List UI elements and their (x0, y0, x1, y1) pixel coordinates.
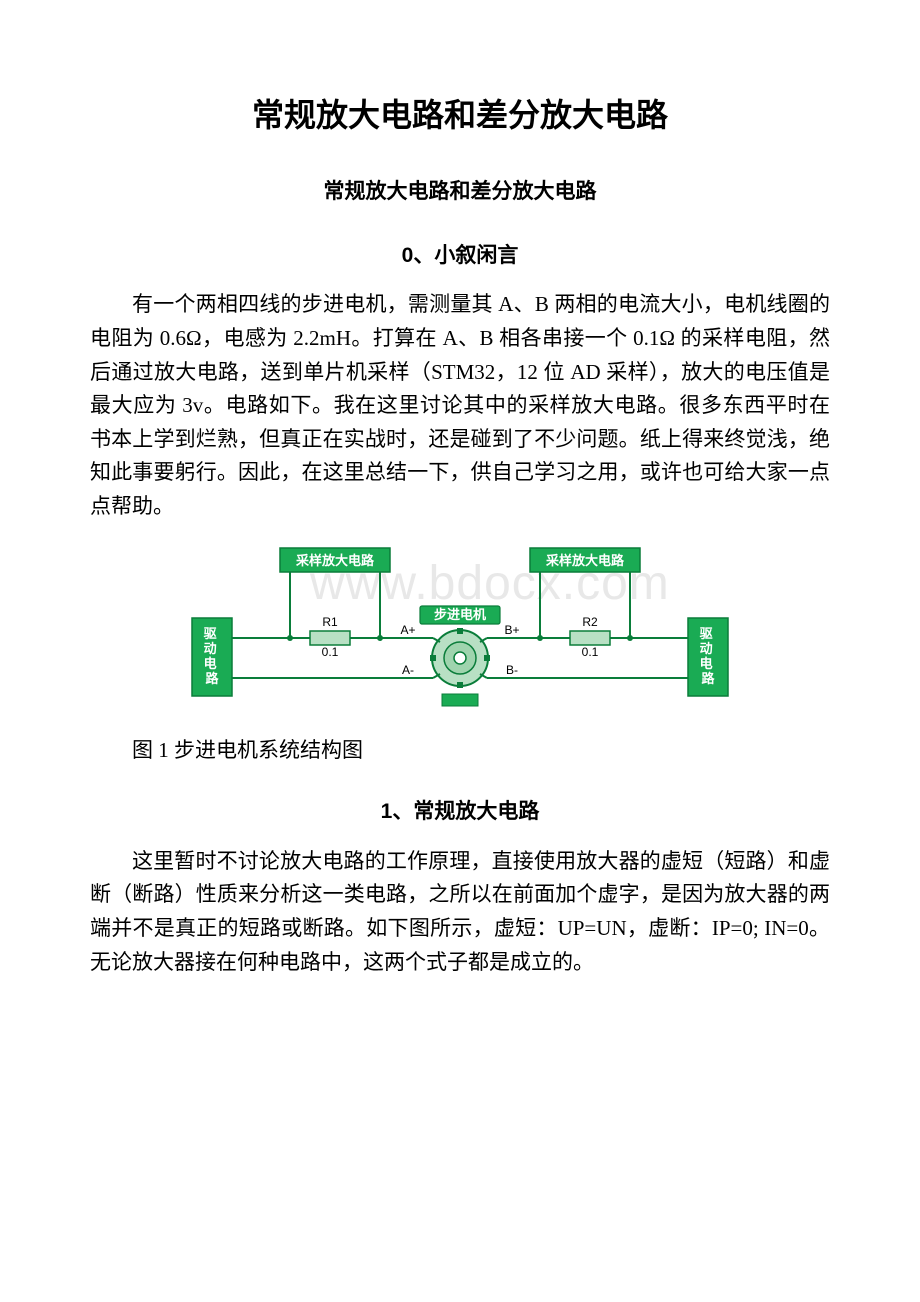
drive-left-label: 驱 动 电 路 (204, 626, 221, 686)
page-title: 常规放大电路和差分放大电路 (90, 90, 830, 141)
r1-label: R1 (322, 615, 338, 629)
r2-value: 0.1 (582, 645, 599, 659)
a-plus-label: A+ (400, 623, 415, 637)
figure-1-caption: 图 1 步进电机系统结构图 (90, 734, 830, 768)
amp-right-label: 采样放大电路 (545, 553, 625, 568)
motor-base-tag (442, 694, 478, 706)
stepper-motor-diagram: 驱 动 电 路 驱 动 电 路 采样放大电路 采样放大电路 (190, 538, 730, 728)
a-minus-label: A- (402, 663, 414, 677)
resistor-r1 (310, 631, 350, 645)
section1-paragraph: 这里暂时不讨论放大电路的工作原理，直接使用放大器的虚短（短路）和虚断（断路）性质… (90, 845, 830, 979)
amp-left-label: 采样放大电路 (295, 553, 375, 568)
b-plus-label: B+ (504, 623, 519, 637)
resistor-r2 (570, 631, 610, 645)
motor-label: 步进电机 (434, 607, 486, 622)
r2-label: R2 (582, 615, 598, 629)
drive-right-label: 驱 动 电 路 (700, 626, 717, 686)
subtitle: 常规放大电路和差分放大电路 (90, 175, 830, 209)
section0-heading: 0、小叙闲言 (90, 239, 830, 273)
section0-paragraph: 有一个两相四线的步进电机，需测量其 A、B 两相的电流大小，电机线圈的电阻为 0… (90, 288, 830, 523)
figure-1: www.bdocx.com 驱 动 电 路 驱 动 电 路 采样放大电路 采样放… (190, 538, 730, 728)
b-minus-label: B- (506, 663, 518, 677)
r1-value: 0.1 (322, 645, 339, 659)
section1-heading: 1、常规放大电路 (90, 795, 830, 829)
